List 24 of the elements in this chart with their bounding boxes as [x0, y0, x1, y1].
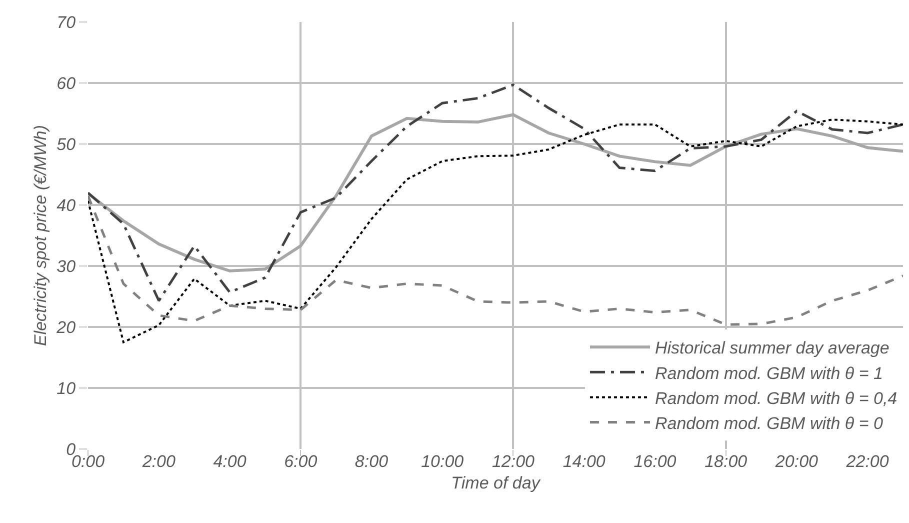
x-tick-label: 16:00 — [634, 452, 677, 471]
y-tick-label: 20 — [56, 318, 76, 337]
x-tick-label: 20:00 — [774, 452, 819, 471]
x-tick-label: 10:00 — [421, 452, 464, 471]
x-tick-label: 18:00 — [704, 452, 748, 471]
y-tick-label: 50 — [56, 134, 76, 154]
legend-label: Random mod. GBM with θ = 1 — [655, 364, 883, 383]
x-tick-label: 4:00 — [213, 452, 247, 471]
y-axis-title: Electricity spot price (€/MWh) — [31, 124, 50, 346]
legend-label: Random mod. GBM with θ = 0,4 — [655, 388, 898, 408]
legend-label: Random mod. GBM with θ = 0 — [655, 414, 884, 433]
x-tick-label: 22:00 — [845, 452, 890, 471]
x-tick-label: 8:00 — [354, 452, 389, 471]
x-axis-title: Time of day — [451, 473, 542, 492]
legend-label: Historical summer day average — [655, 338, 890, 358]
x-tick-label: 2:00 — [141, 452, 176, 471]
x-tick-label: 6:00 — [284, 452, 318, 471]
x-tick-label: 12:00 — [492, 452, 536, 471]
y-tick-label: 30 — [56, 256, 76, 276]
y-tick-label: 40 — [56, 196, 76, 215]
x-tick-label: 14:00 — [562, 452, 606, 471]
y-tick-label: 70 — [56, 12, 76, 32]
y-tick-label: 10 — [56, 378, 76, 398]
y-tick-label: 60 — [56, 74, 76, 93]
